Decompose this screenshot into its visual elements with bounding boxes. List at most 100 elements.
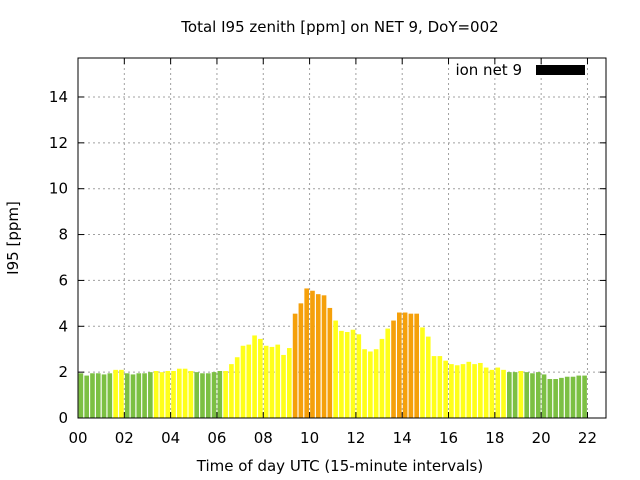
legend-label: ion net 9 bbox=[455, 61, 522, 79]
bar bbox=[449, 364, 454, 418]
bar bbox=[483, 367, 489, 418]
y-axis-label: I95 [ppm] bbox=[4, 201, 22, 275]
bar bbox=[321, 295, 327, 418]
x-tick-label: 22 bbox=[578, 429, 597, 447]
bar bbox=[559, 377, 564, 418]
bar bbox=[518, 370, 524, 418]
bar bbox=[385, 328, 391, 418]
bar bbox=[414, 313, 419, 418]
bar bbox=[454, 365, 460, 418]
bar bbox=[165, 370, 171, 418]
bar bbox=[368, 351, 373, 418]
bar bbox=[287, 348, 292, 418]
bar bbox=[211, 372, 217, 418]
bar bbox=[205, 373, 211, 418]
chart-title: Total I95 zenith [ppm] on NET 9, DoY=002 bbox=[180, 18, 498, 36]
y-tick-label: 4 bbox=[58, 317, 68, 335]
bar bbox=[362, 349, 367, 418]
bar bbox=[327, 307, 333, 418]
grid-lines bbox=[78, 58, 606, 418]
y-tick-label: 0 bbox=[58, 409, 68, 427]
bar bbox=[119, 369, 124, 418]
x-tick-label: 06 bbox=[207, 429, 226, 447]
bar bbox=[373, 349, 379, 418]
bar bbox=[408, 313, 414, 418]
bar bbox=[576, 375, 582, 418]
y-tick-label: 6 bbox=[58, 271, 68, 289]
bar bbox=[350, 329, 356, 418]
y-tick-label: 10 bbox=[49, 180, 68, 198]
bar bbox=[379, 338, 385, 418]
bar bbox=[258, 338, 263, 418]
bar bbox=[431, 356, 437, 418]
bar bbox=[391, 320, 396, 418]
bar bbox=[275, 344, 281, 418]
x-tick-label: 08 bbox=[254, 429, 273, 447]
bar bbox=[281, 354, 286, 418]
bar bbox=[339, 330, 344, 418]
bar bbox=[136, 373, 142, 418]
y-tick-label: 12 bbox=[49, 134, 68, 152]
bar bbox=[315, 294, 321, 418]
bar bbox=[425, 336, 431, 418]
bar bbox=[229, 364, 234, 418]
bar bbox=[501, 369, 506, 418]
x-tick-label: 14 bbox=[393, 429, 412, 447]
y-axis-ticks: 0 2 4 6 8 10 12 14 bbox=[49, 88, 606, 427]
legend: ion net 9 bbox=[455, 61, 585, 79]
bar bbox=[310, 290, 315, 418]
bar bbox=[101, 374, 107, 418]
bar bbox=[553, 379, 558, 418]
bar bbox=[194, 372, 199, 418]
bar bbox=[524, 372, 529, 418]
bar bbox=[466, 361, 472, 418]
bar bbox=[489, 369, 495, 418]
x-axis-ticks: 00 02 04 06 08 10 12 14 16 18 20 22 bbox=[68, 58, 597, 447]
bar bbox=[443, 360, 448, 418]
x-tick-label: 00 bbox=[68, 429, 87, 447]
y-tick-label: 14 bbox=[49, 88, 68, 106]
bar bbox=[570, 376, 576, 418]
x-tick-label: 12 bbox=[346, 429, 365, 447]
bar bbox=[420, 327, 425, 418]
bar bbox=[124, 373, 130, 418]
bar bbox=[547, 379, 553, 418]
bar bbox=[333, 320, 338, 418]
x-tick-label: 10 bbox=[300, 429, 319, 447]
bar bbox=[507, 372, 512, 418]
bar bbox=[171, 370, 176, 418]
bar bbox=[582, 375, 587, 418]
bar-series bbox=[78, 288, 587, 418]
bar bbox=[512, 372, 518, 418]
bar bbox=[269, 346, 275, 418]
x-tick-label: 16 bbox=[439, 429, 458, 447]
bar bbox=[159, 372, 165, 418]
bar bbox=[246, 344, 252, 418]
bar bbox=[344, 332, 350, 418]
bar bbox=[95, 373, 101, 418]
bar bbox=[437, 356, 443, 418]
plot-frame bbox=[77, 57, 607, 419]
x-tick-label: 20 bbox=[532, 429, 551, 447]
legend-swatch bbox=[536, 65, 585, 75]
x-axis-label: Time of day UTC (15-minute intervals) bbox=[196, 457, 483, 475]
bar bbox=[177, 368, 182, 418]
bar bbox=[397, 312, 402, 418]
y-tick-label: 2 bbox=[58, 363, 68, 381]
bar bbox=[84, 375, 89, 418]
x-tick-label: 04 bbox=[161, 429, 180, 447]
bar bbox=[263, 345, 269, 418]
bar bbox=[402, 312, 408, 418]
bar bbox=[130, 374, 136, 418]
bar bbox=[240, 345, 246, 418]
x-tick-label: 18 bbox=[485, 429, 504, 447]
bar bbox=[530, 373, 535, 418]
bar bbox=[90, 373, 95, 418]
bar bbox=[356, 334, 362, 418]
bar bbox=[188, 370, 194, 418]
bar bbox=[142, 373, 147, 418]
bar bbox=[460, 364, 466, 418]
bar bbox=[148, 372, 153, 418]
bar bbox=[78, 373, 84, 418]
